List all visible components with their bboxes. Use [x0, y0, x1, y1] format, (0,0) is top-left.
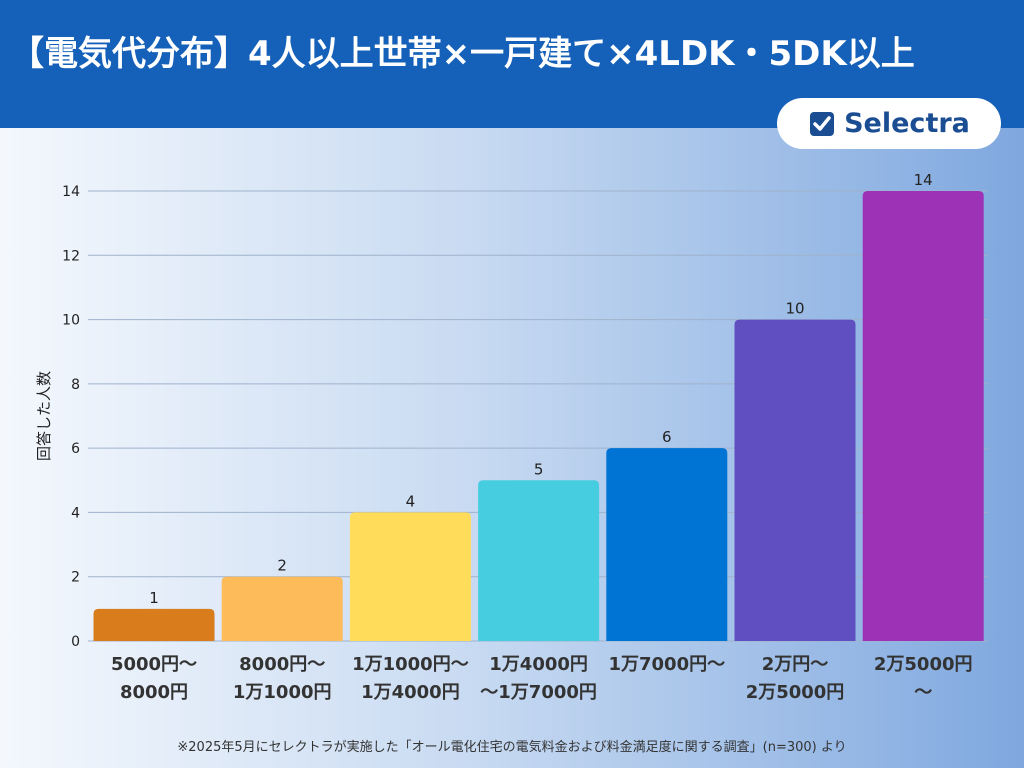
bar	[606, 448, 728, 641]
y-tick-label: 2	[71, 570, 80, 586]
logo-text: Selectra	[844, 108, 970, 139]
y-tick-label: 12	[62, 248, 80, 264]
bar	[349, 512, 471, 641]
y-axis-label: 回答した人数	[35, 371, 53, 461]
data-label: 1	[149, 589, 159, 607]
data-label: 4	[406, 492, 416, 510]
data-label: 10	[785, 300, 804, 318]
y-tick-label: 14	[62, 184, 80, 200]
bar	[93, 608, 215, 641]
header-banner: 【電気代分布】4人以上世帯×一戸建て×4LDK・5DK以上	[0, 0, 1024, 128]
x-tick-label: 1万4000円	[361, 682, 460, 703]
bar	[862, 191, 984, 641]
y-tick-label: 10	[62, 313, 80, 329]
data-label: 2	[277, 557, 287, 575]
x-tick-label: 〜1万7000円	[480, 682, 597, 703]
checkbox-check-icon	[810, 111, 835, 136]
data-label: 5	[534, 460, 544, 478]
x-tick-label: 8000円	[120, 682, 188, 703]
page-title: 【電気代分布】4人以上世帯×一戸建て×4LDK・5DK以上	[10, 34, 915, 74]
y-tick-label: 8	[71, 377, 80, 393]
x-tick-label: 〜	[914, 682, 932, 703]
bar-chart: 0 2 4 6 8 10 12 14 回答した人数 1 5000円〜 8000円 2 8000円〜 1万10…	[35, 171, 988, 703]
data-label: 6	[662, 428, 672, 446]
x-tick-label: 2万円〜	[762, 654, 829, 675]
bar	[734, 319, 856, 641]
x-tick-label: 1万1000円〜	[352, 654, 469, 675]
x-tick-label: 1万7000円〜	[608, 654, 725, 675]
selectra-logo: Selectra	[777, 98, 1001, 149]
x-tick-label: 1万4000円	[489, 654, 588, 675]
x-tick-label: 2万5000円	[874, 654, 973, 675]
data-label: 14	[914, 171, 933, 189]
y-tick-label: 0	[71, 634, 80, 650]
bar	[221, 576, 343, 641]
x-tick-label: 8000円〜	[239, 654, 325, 675]
x-tick-label: 5000円〜	[111, 654, 197, 675]
y-tick-label: 6	[71, 441, 80, 457]
footnote: ※2025年5月にセレクトラが実施した「オール電化住宅の電気料金および料金満足度…	[177, 740, 847, 755]
x-tick-label: 2万5000円	[746, 682, 845, 703]
y-tick-label: 4	[71, 505, 80, 521]
bar	[478, 480, 600, 641]
x-tick-label: 1万1000円	[233, 682, 332, 703]
